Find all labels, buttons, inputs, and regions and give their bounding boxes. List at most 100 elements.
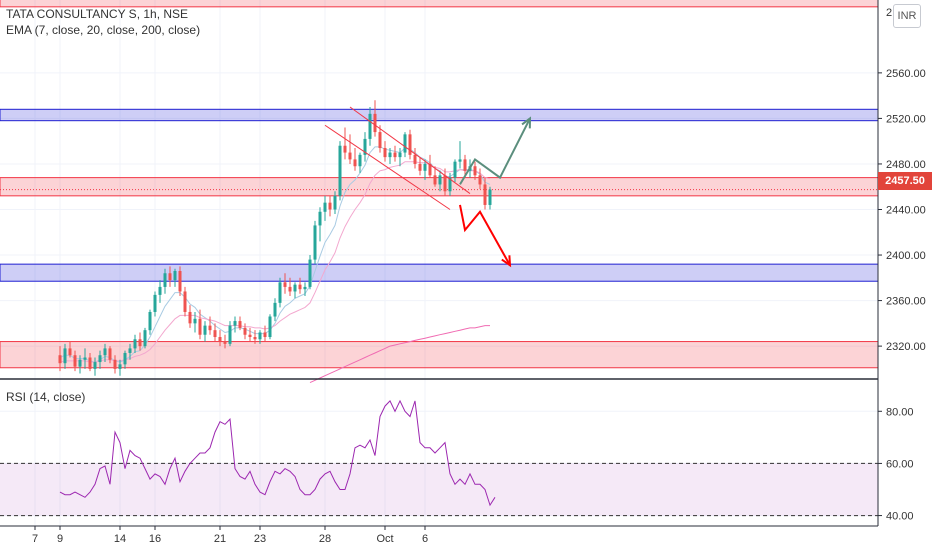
candle[interactable] [178, 266, 182, 297]
projection-down-path[interactable] [459, 204, 511, 266]
candle[interactable] [383, 141, 387, 162]
candle[interactable] [183, 286, 187, 317]
candle[interactable] [388, 148, 392, 164]
candle[interactable] [78, 355, 82, 374]
candle[interactable] [453, 159, 457, 183]
candle[interactable] [188, 305, 192, 328]
candle[interactable] [398, 148, 402, 167]
candle[interactable] [448, 173, 452, 196]
candle[interactable] [413, 148, 417, 169]
candle[interactable] [478, 168, 482, 189]
candle[interactable] [108, 346, 112, 364]
candle[interactable] [333, 191, 337, 215]
candle[interactable] [358, 152, 362, 174]
candle[interactable] [463, 154, 467, 176]
candle[interactable] [483, 177, 487, 210]
candle[interactable] [223, 334, 227, 349]
candle[interactable] [318, 207, 322, 242]
candle[interactable] [98, 350, 102, 369]
candle[interactable] [153, 291, 157, 317]
candle[interactable] [198, 309, 202, 340]
candle[interactable] [348, 134, 352, 164]
candle[interactable] [313, 220, 317, 265]
candle[interactable] [378, 125, 382, 153]
candle[interactable] [173, 268, 177, 287]
candle[interactable] [88, 352, 92, 372]
candle[interactable] [228, 321, 232, 347]
ema-legend[interactable]: EMA (7, close, 20, close, 200, close) [6, 23, 201, 37]
candle[interactable] [118, 359, 122, 376]
blue-zone[interactable] [0, 108, 879, 122]
candle[interactable] [218, 330, 222, 347]
channel-lower-line[interactable] [324, 124, 451, 210]
channel-upper-line[interactable] [349, 106, 471, 194]
candle[interactable] [253, 330, 257, 344]
candle[interactable] [353, 148, 357, 171]
candle[interactable] [148, 309, 152, 335]
candle[interactable] [243, 323, 247, 340]
candle[interactable] [308, 255, 312, 290]
candle[interactable] [288, 277, 292, 297]
candle[interactable] [488, 186, 492, 210]
candle[interactable] [438, 170, 442, 192]
candle[interactable] [63, 343, 67, 369]
candle[interactable] [233, 316, 237, 333]
candle[interactable] [408, 129, 412, 160]
symbol-title[interactable]: TATA CONSULTANCY S, 1h, NSE [6, 7, 189, 21]
candle[interactable] [208, 316, 212, 335]
candle[interactable] [143, 327, 147, 349]
candle[interactable] [443, 168, 447, 196]
candle[interactable] [428, 154, 432, 178]
candle[interactable] [263, 325, 267, 342]
candle[interactable] [68, 341, 72, 358]
candle[interactable] [133, 334, 137, 353]
candle[interactable] [83, 348, 87, 369]
candle[interactable] [268, 314, 272, 340]
rsi-line[interactable] [59, 399, 496, 507]
candle[interactable] [123, 350, 127, 369]
candle[interactable] [138, 332, 142, 351]
candle[interactable] [418, 157, 422, 176]
candle[interactable] [73, 350, 77, 372]
candle[interactable] [433, 166, 437, 187]
candle[interactable] [473, 161, 477, 180]
candle[interactable] [273, 298, 277, 322]
candle[interactable] [248, 327, 252, 342]
candle[interactable] [458, 141, 462, 169]
candle[interactable] [373, 100, 377, 137]
currency-badge[interactable]: INR [893, 4, 921, 28]
candle[interactable] [293, 282, 297, 299]
candle[interactable] [168, 266, 172, 287]
candle[interactable] [128, 343, 132, 360]
candle[interactable] [278, 277, 282, 308]
candle[interactable] [213, 323, 217, 342]
candle[interactable] [423, 159, 427, 180]
candle[interactable] [283, 273, 287, 294]
candle[interactable] [103, 343, 107, 363]
blue-zone[interactable] [0, 263, 879, 282]
candle[interactable] [343, 127, 347, 160]
candle[interactable] [258, 330, 262, 344]
candle[interactable] [58, 346, 62, 372]
candle[interactable] [328, 195, 332, 217]
candle[interactable] [158, 280, 162, 303]
candle[interactable] [163, 268, 167, 294]
axis-corner[interactable] [878, 528, 932, 550]
candle[interactable] [303, 282, 307, 297]
ema-20-line[interactable] [59, 161, 491, 363]
candle[interactable] [93, 357, 97, 376]
candle[interactable] [323, 195, 327, 221]
candle[interactable] [238, 316, 242, 331]
candle[interactable] [193, 311, 197, 333]
candle[interactable] [368, 107, 372, 146]
candle[interactable] [113, 355, 117, 374]
candle[interactable] [393, 145, 397, 162]
candle[interactable] [403, 132, 407, 158]
rsi-legend[interactable]: RSI (14, close) [6, 390, 86, 404]
projection-up-path[interactable] [459, 117, 531, 185]
ema-200-line[interactable] [309, 325, 490, 384]
candle[interactable] [363, 132, 367, 162]
ema-7-line[interactable] [59, 146, 491, 363]
candle[interactable] [203, 321, 207, 342]
